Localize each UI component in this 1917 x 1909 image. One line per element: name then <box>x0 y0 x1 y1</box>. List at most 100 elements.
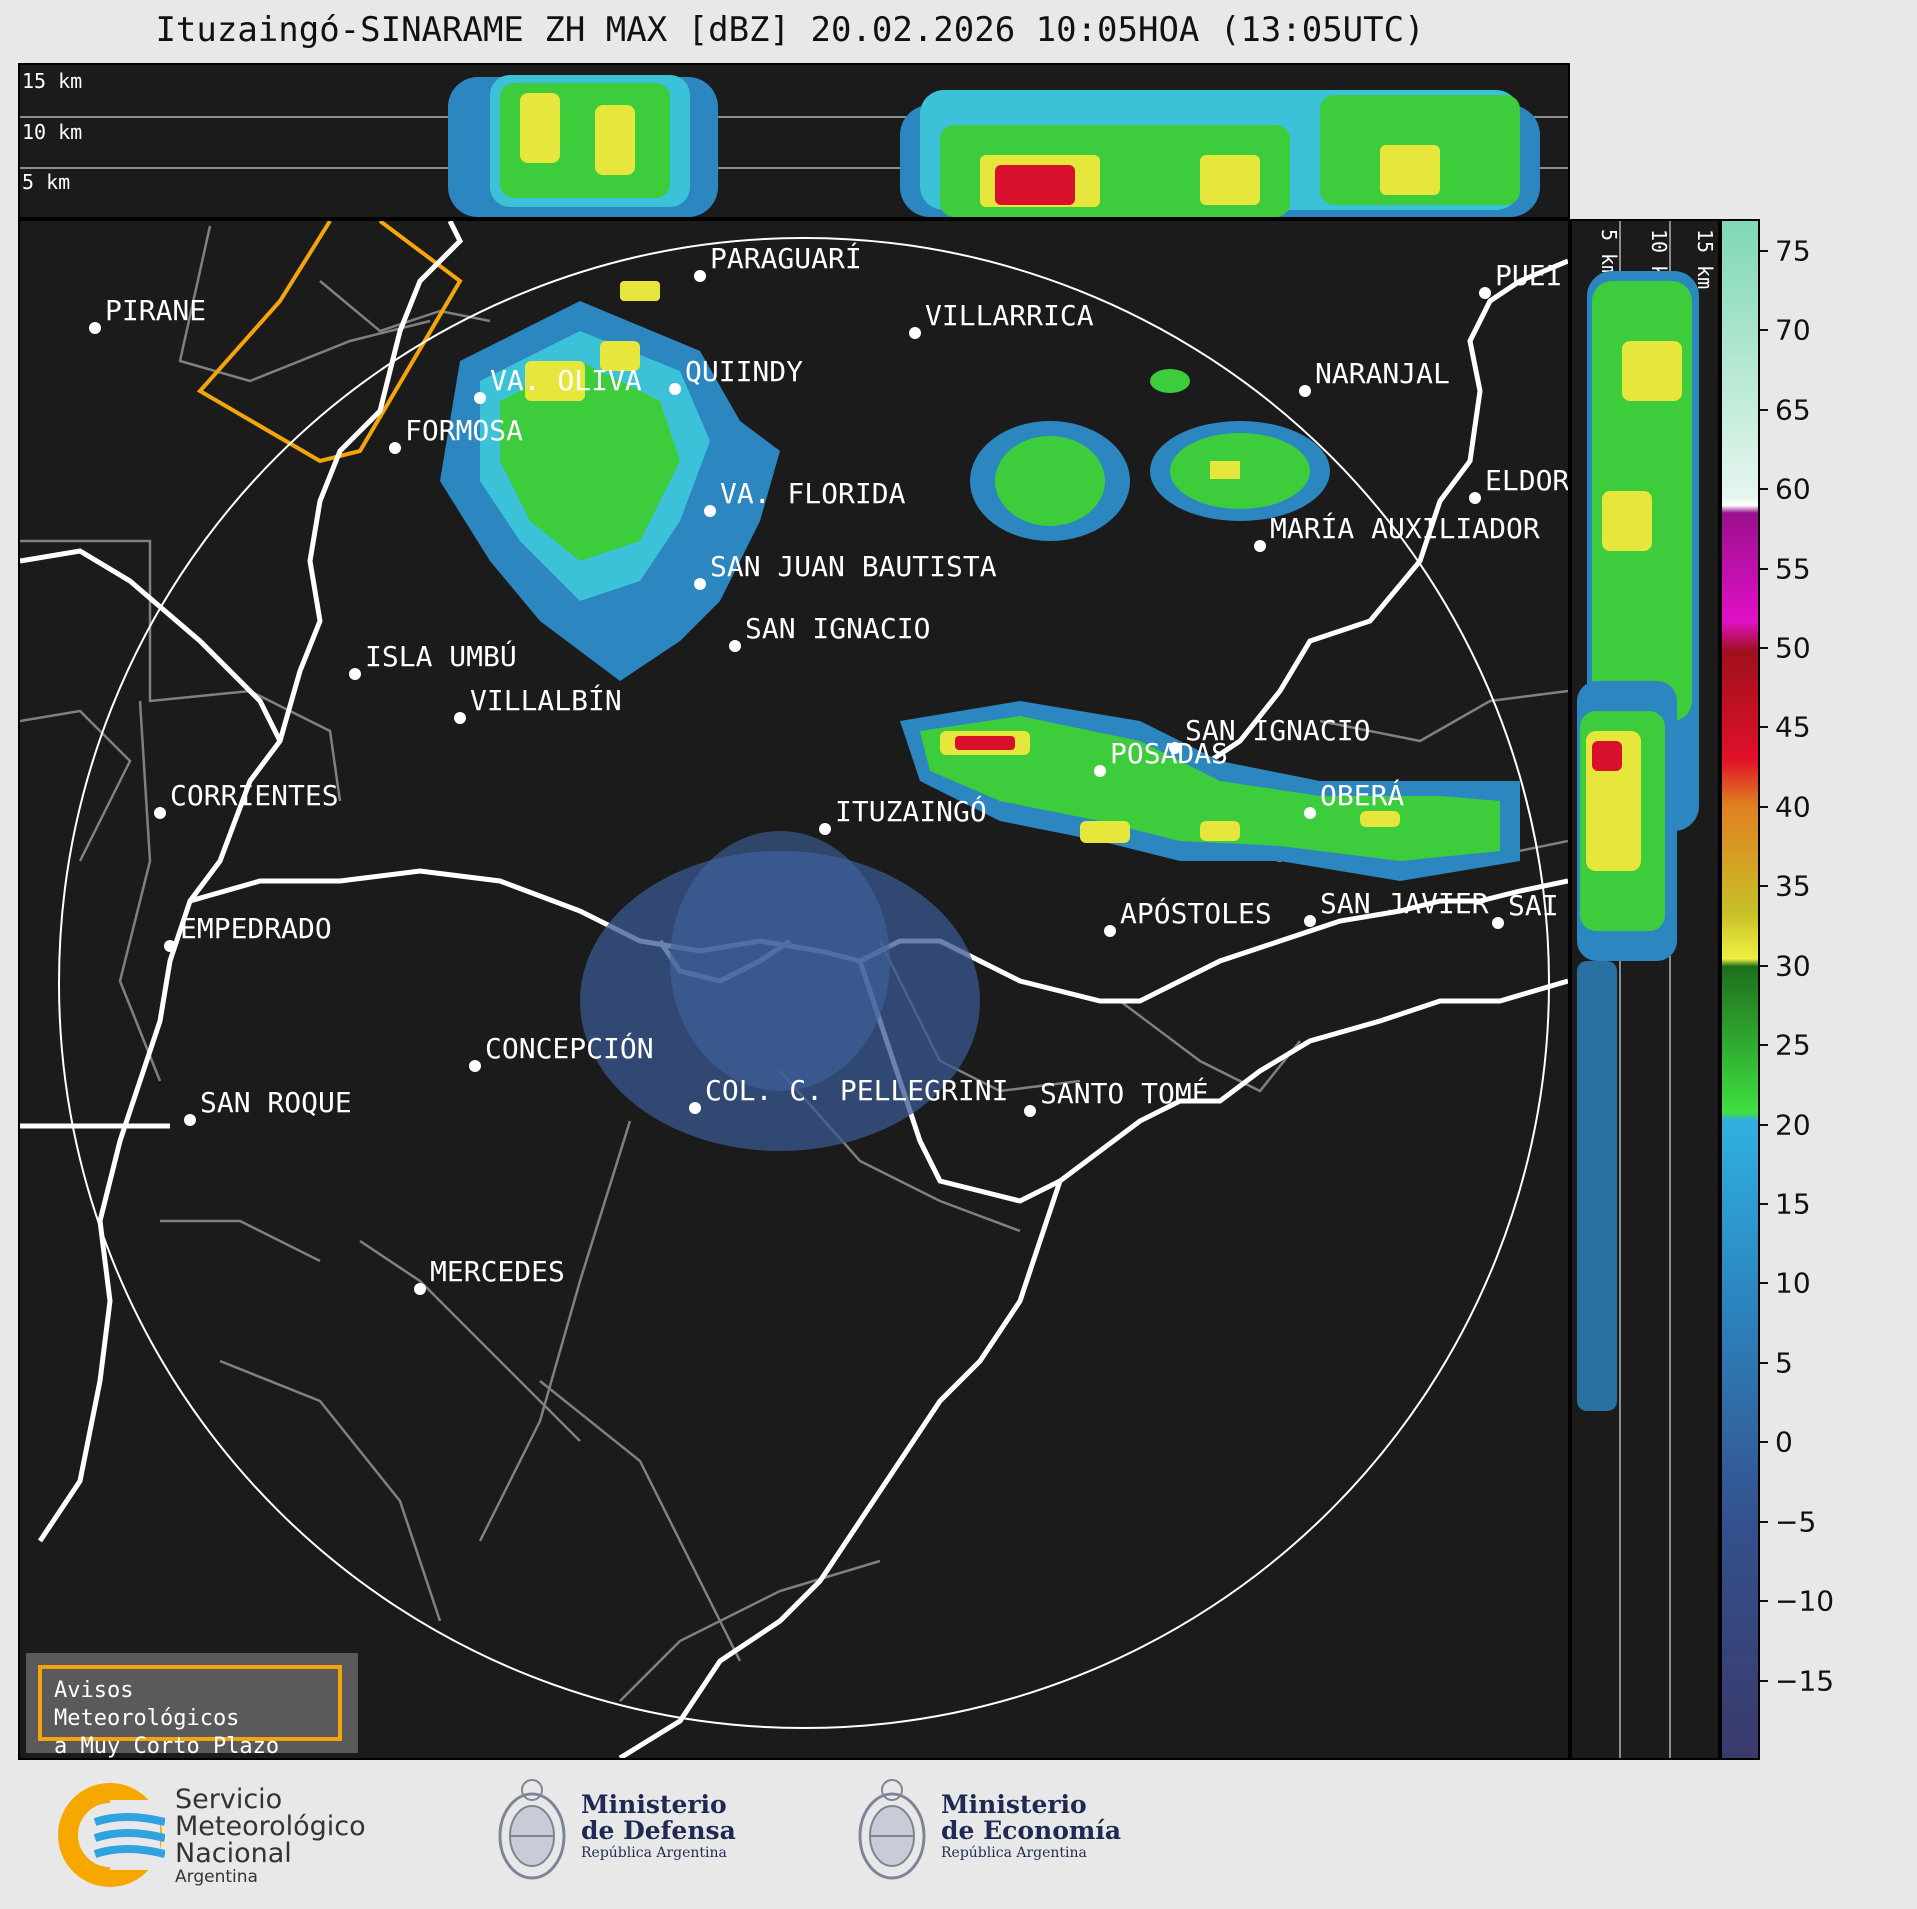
place-dot <box>909 327 921 339</box>
place-dot <box>689 1102 701 1114</box>
place-dot <box>474 392 486 404</box>
colorbar-tick-label: 0 <box>1775 1425 1793 1459</box>
echo-northeast <box>970 369 1330 541</box>
place-label: EMPEDRADO <box>180 912 332 945</box>
top-cross-section-panel: 15 km 10 km 5 km <box>18 63 1570 219</box>
place-marker: OBERÁ <box>1304 778 1404 819</box>
economia-logo[interactable]: Ministerio de Economía República Argenti… <box>855 1774 1135 1894</box>
colorbar-tick-label: 70 <box>1775 313 1811 347</box>
place-label: MARÍA AUXILIADOR <box>1270 511 1540 545</box>
place-marker: SAN JAVIER <box>1304 887 1489 927</box>
place-dot <box>1024 1105 1036 1117</box>
colorbar-tick-label: 15 <box>1775 1187 1811 1221</box>
colorbar-tick-mark <box>1760 1441 1768 1444</box>
colorbar-tick-label: 65 <box>1775 393 1811 427</box>
footer: Servicio Meteorológico Nacional Argentin… <box>0 1762 1917 1909</box>
place-marker: CORRIENTES <box>154 779 339 819</box>
colorbar-tick-mark <box>1760 1044 1768 1047</box>
place-label: SAN ROQUE <box>200 1086 352 1119</box>
colorbar-tick-label: 50 <box>1775 631 1811 665</box>
place-dot <box>1299 385 1311 397</box>
place-dot <box>1479 287 1491 299</box>
colorbar-tick-label: 55 <box>1775 552 1811 585</box>
place-dot <box>349 668 361 680</box>
colorbar-tick-mark <box>1760 726 1768 729</box>
colorbar-tick-label: 5 <box>1775 1346 1793 1380</box>
chart-title: Ituzaingó-SINARAME ZH MAX [dBZ] 20.02.20… <box>155 10 1425 50</box>
place-marker: MERCEDES <box>414 1255 565 1295</box>
place-dot <box>669 383 681 395</box>
colorbar-tick-label: 45 <box>1775 710 1811 744</box>
colorbar-tick-mark <box>1760 488 1768 491</box>
place-label: VILLARRICA <box>925 299 1094 332</box>
place-marker: VILLALBÍN <box>454 683 622 724</box>
colorbar-tick-mark <box>1760 1282 1768 1285</box>
side-height-label-15: 15 km <box>1693 229 1717 289</box>
side-cross-section-panel: 5 km 10 km 15 km <box>1570 219 1720 1760</box>
place-marker: SAN ROQUE <box>184 1086 352 1126</box>
top-cross-section-svg: 15 km 10 km 5 km <box>20 69 1568 217</box>
colorbar-tick-mark <box>1760 1600 1768 1603</box>
smn-line4: Argentina <box>175 1867 258 1887</box>
place-dot <box>694 270 706 282</box>
defensa-line2: de Defensa <box>581 1816 736 1845</box>
place-label: SAN IGNACIO <box>745 612 930 645</box>
top-height-label-5: 5 km <box>22 170 70 194</box>
place-marker: VA. FLORIDA <box>704 477 906 517</box>
smn-logo[interactable]: Servicio Meteorológico Nacional Argentin… <box>55 1780 385 1890</box>
colorbar-tick-mark <box>1760 249 1768 252</box>
colorbar-tick-label: 40 <box>1775 790 1811 824</box>
colorbar-gradient <box>1722 221 1758 1758</box>
place-marker: ELDOR <box>1469 464 1568 504</box>
top-height-label-10: 10 km <box>22 120 82 144</box>
place-label: PARAGUARÍ <box>710 241 862 275</box>
colorbar-tick-label: 25 <box>1775 1028 1811 1062</box>
colorbar-tick-mark <box>1760 646 1768 649</box>
places-layer: PARAGUARÍ VILLARRICA PIRANE QUIINDY VA. OLIV… <box>89 241 1568 1295</box>
defensa-logo[interactable]: Ministerio de Defensa República Argentin… <box>495 1774 755 1894</box>
place-label: SAN IGNACIO <box>1185 714 1370 747</box>
place-label: QUIINDY <box>685 355 803 388</box>
place-dot <box>184 1114 196 1126</box>
side-echo-south <box>1577 681 1677 1411</box>
place-dot <box>389 442 401 454</box>
place-dot <box>89 322 101 334</box>
side-echo-north <box>1587 271 1699 831</box>
defensa-line1: Ministerio <box>581 1790 727 1819</box>
colorbar-tick-mark <box>1760 1361 1768 1364</box>
side-cross-section-svg: 5 km 10 km 15 km <box>1577 221 1717 1758</box>
colorbar <box>1720 219 1760 1760</box>
place-marker: VILLARRICA <box>909 299 1094 339</box>
colorbar-tick-mark <box>1760 1520 1768 1523</box>
place-dot <box>1304 915 1316 927</box>
aviso-line1: Avisos Meteorológicos <box>54 1678 240 1731</box>
colorbar-tick-label: −10 <box>1775 1584 1835 1618</box>
place-label: COL. C. PELLEGRINI <box>705 1074 1008 1107</box>
aviso-line2: a Muy Corto Plazo <box>54 1734 280 1759</box>
place-marker: FORMOSA <box>389 414 523 454</box>
place-label: SAN JAVIER <box>1320 887 1489 920</box>
aviso-box[interactable]: Avisos Meteorológicos a Muy Corto Plazo <box>38 1665 342 1759</box>
place-dot <box>1492 917 1504 929</box>
place-marker: NARANJAL <box>1299 357 1450 397</box>
place-label: CONCEPCIÓN <box>485 1031 654 1065</box>
defensa-line3: República Argentina <box>581 1845 727 1861</box>
smn-emblem-icon <box>58 1783 165 1887</box>
echo-convective-line <box>900 701 1520 881</box>
place-label: PIRANE <box>105 294 206 327</box>
place-marker: PUEI <box>1479 259 1562 299</box>
place-dot <box>414 1283 426 1295</box>
place-marker: ITUZAINGÓ <box>819 794 987 835</box>
place-marker: EMPEDRADO <box>164 912 332 952</box>
place-label: MERCEDES <box>430 1255 565 1288</box>
place-label: VA. FLORIDA <box>720 477 906 510</box>
smn-line3: Nacional <box>175 1838 292 1869</box>
place-dot <box>154 807 166 819</box>
place-label: ELDOR <box>1485 464 1568 497</box>
side-height-label-5: 5 km <box>1597 229 1621 277</box>
place-dot <box>164 940 176 952</box>
radar-map-panel: PARAGUARÍ VILLARRICA PIRANE QUIINDY VA. OLIV… <box>18 219 1570 1760</box>
colorbar-tick-mark <box>1760 567 1768 570</box>
place-marker: PARAGUARÍ <box>694 241 862 282</box>
place-label: APÓSTOLES <box>1120 896 1272 930</box>
